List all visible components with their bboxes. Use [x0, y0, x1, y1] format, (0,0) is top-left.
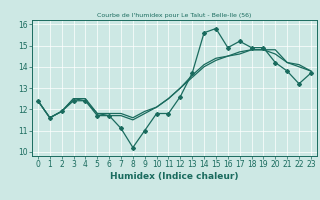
Title: Courbe de l'humidex pour Le Talut - Belle-Ile (56): Courbe de l'humidex pour Le Talut - Bell… [97, 13, 252, 18]
X-axis label: Humidex (Indice chaleur): Humidex (Indice chaleur) [110, 172, 239, 181]
